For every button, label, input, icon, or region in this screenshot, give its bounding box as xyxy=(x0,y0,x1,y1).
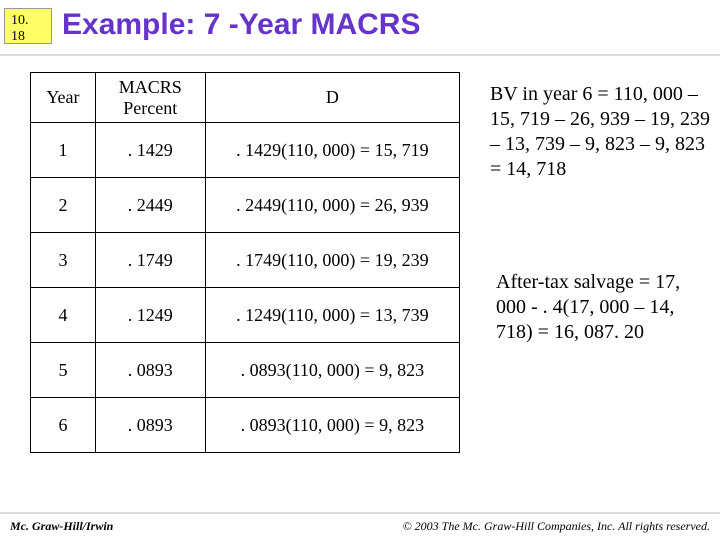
cell-percent: . 1249 xyxy=(95,288,205,343)
slide-number-text: 10. 18 xyxy=(11,13,45,45)
cell-year: 3 xyxy=(31,233,96,288)
cell-percent: . 1749 xyxy=(95,233,205,288)
cell-d: . 0893(110, 000) = 9, 823 xyxy=(205,398,459,453)
cell-year: 2 xyxy=(31,178,96,233)
cell-year: 5 xyxy=(31,343,96,398)
divider-top xyxy=(0,54,720,56)
macrs-table: Year MACRS Percent D 1 . 1429 . 1429(110… xyxy=(30,72,460,453)
cell-percent: . 1429 xyxy=(95,123,205,178)
cell-year: 6 xyxy=(31,398,96,453)
col-header-d: D xyxy=(205,73,459,123)
macrs-table-wrap: Year MACRS Percent D 1 . 1429 . 1429(110… xyxy=(30,72,460,453)
table-header-row: Year MACRS Percent D xyxy=(31,73,460,123)
cell-percent: . 2449 xyxy=(95,178,205,233)
table-row: 3 . 1749 . 1749(110, 000) = 19, 239 xyxy=(31,233,460,288)
table-row: 2 . 2449 . 2449(110, 000) = 26, 939 xyxy=(31,178,460,233)
footer-copyright: © 2003 The Mc. Graw-Hill Companies, Inc.… xyxy=(403,519,710,534)
col-header-year: Year xyxy=(31,73,96,123)
cell-percent: . 0893 xyxy=(95,398,205,453)
table-row: 4 . 1249 . 1249(110, 000) = 13, 739 xyxy=(31,288,460,343)
cell-year: 1 xyxy=(31,123,96,178)
col-header-percent: MACRS Percent xyxy=(95,73,205,123)
divider-bottom xyxy=(0,512,720,514)
table-row: 1 . 1429 . 1429(110, 000) = 15, 719 xyxy=(31,123,460,178)
cell-d: . 1749(110, 000) = 19, 239 xyxy=(205,233,459,288)
cell-d: . 1249(110, 000) = 13, 739 xyxy=(205,288,459,343)
page-title: Example: 7 -Year MACRS xyxy=(62,8,420,42)
cell-d: . 2449(110, 000) = 26, 939 xyxy=(205,178,459,233)
after-tax-salvage-text: After-tax salvage = 17, 000 - . 4(17, 00… xyxy=(496,270,711,345)
table-row: 6 . 0893 . 0893(110, 000) = 9, 823 xyxy=(31,398,460,453)
cell-d: . 1429(110, 000) = 15, 719 xyxy=(205,123,459,178)
footer-publisher: Mc. Graw-Hill/Irwin xyxy=(10,519,113,534)
table-row: 5 . 0893 . 0893(110, 000) = 9, 823 xyxy=(31,343,460,398)
cell-percent: . 0893 xyxy=(95,343,205,398)
slide-number-badge: 10. 18 xyxy=(4,8,52,44)
bv-calc-text: BV in year 6 = 110, 000 – 15, 719 – 26, … xyxy=(490,82,710,182)
cell-d: . 0893(110, 000) = 9, 823 xyxy=(205,343,459,398)
cell-year: 4 xyxy=(31,288,96,343)
